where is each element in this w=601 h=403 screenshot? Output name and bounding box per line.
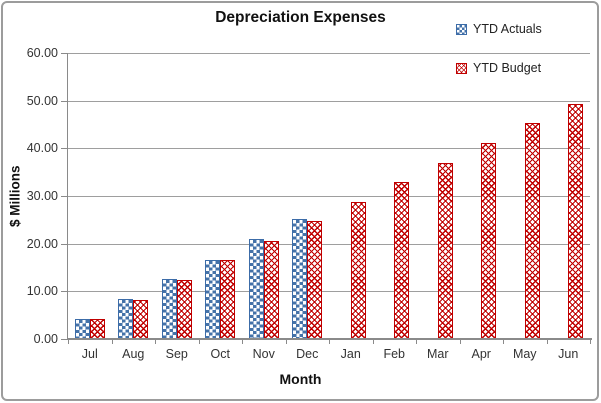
gridline-10 xyxy=(68,291,590,293)
gridline-30 xyxy=(68,196,590,197)
x-tick-5 xyxy=(285,339,287,344)
x-tick-label-jun: Jun xyxy=(558,347,579,361)
y-tick-30.00 xyxy=(61,196,67,197)
x-tick-10 xyxy=(503,339,504,344)
legend-item-ytd-actuals: YTD Actuals xyxy=(456,22,542,36)
x-tick-label-aug: Aug xyxy=(122,347,145,361)
bar-budget-apr xyxy=(481,142,497,339)
ytd-actuals-swatch-icon xyxy=(456,23,467,35)
y-axis-line xyxy=(66,53,68,340)
y-tick-label-50.00: 50.00 xyxy=(26,93,58,108)
x-tick-0 xyxy=(68,339,69,344)
x-tick-7 xyxy=(372,339,374,344)
x-tick-3 xyxy=(198,339,200,344)
y-tick-40.00 xyxy=(61,148,67,150)
bar-budget-feb xyxy=(394,182,410,339)
legend-label-ytd-budget: YTD Budget xyxy=(473,61,542,75)
y-tick-50.00 xyxy=(61,100,67,102)
y-tick-20.00 xyxy=(61,243,67,245)
gridline-60 xyxy=(68,53,590,54)
legend-item-ytd-budget: YTD Budget xyxy=(456,61,541,75)
x-tick-label-jul: Jul xyxy=(81,347,98,361)
x-tick-12 xyxy=(590,339,591,344)
x-tick-label-feb: Feb xyxy=(383,347,406,361)
ytd-budget-swatch-icon xyxy=(456,62,467,74)
bar-actuals-oct xyxy=(205,259,221,339)
bar-budget-mar xyxy=(437,162,453,339)
chart-title: Depreciation Expenses xyxy=(215,9,386,26)
y-tick-label-20.00: 20.00 xyxy=(26,236,58,251)
legend-label-ytd-actuals: YTD Actuals xyxy=(473,22,542,36)
y-tick-10.00 xyxy=(61,291,67,293)
plot-area xyxy=(68,53,590,339)
bar-budget-jan xyxy=(350,201,366,339)
y-tick-label-0.00: 0.00 xyxy=(33,332,58,346)
bar-budget-jul xyxy=(89,319,105,339)
y-tick-label-60.00: 60.00 xyxy=(26,46,58,60)
y-tick-label-40.00: 40.00 xyxy=(26,141,58,156)
bar-budget-dec xyxy=(307,221,323,339)
bar-actuals-sep xyxy=(161,279,177,339)
x-tick-label-dec: Dec xyxy=(296,347,319,361)
bar-budget-may xyxy=(524,123,540,339)
gridline-20 xyxy=(68,243,590,245)
bar-budget-aug xyxy=(133,299,149,339)
bar-actuals-jul xyxy=(74,318,90,339)
x-axis-title: Month xyxy=(279,371,322,387)
x-tick-label-apr: Apr xyxy=(471,347,491,361)
bar-actuals-aug xyxy=(118,298,134,339)
bar-budget-sep xyxy=(176,280,192,339)
x-tick-4 xyxy=(242,339,243,344)
bar-budget-oct xyxy=(220,260,236,339)
y-tick-label-30.00: 30.00 xyxy=(26,189,58,203)
x-tick-9 xyxy=(459,339,461,344)
y-tick-label-10.00: 10.00 xyxy=(26,284,58,299)
x-axis-line xyxy=(66,338,592,340)
x-tick-1 xyxy=(111,339,113,344)
y-tick-60.00 xyxy=(61,53,67,54)
bar-budget-nov xyxy=(263,240,279,339)
x-tick-8 xyxy=(416,339,417,344)
x-tick-6 xyxy=(329,339,330,344)
x-tick-label-nov: Nov xyxy=(252,347,275,361)
bar-actuals-nov xyxy=(248,239,264,339)
x-tick-label-may: May xyxy=(512,347,537,361)
x-tick-label-oct: Oct xyxy=(210,347,230,361)
y-tick-0.00 xyxy=(61,339,67,340)
gridline-40 xyxy=(68,148,590,150)
x-tick-label-mar: Mar xyxy=(426,347,449,361)
x-tick-label-jan: Jan xyxy=(340,347,361,361)
bar-budget-jun xyxy=(568,103,584,339)
x-tick-11 xyxy=(546,339,548,344)
gridline-50 xyxy=(68,100,590,102)
x-tick-label-sep: Sep xyxy=(165,347,188,361)
x-tick-2 xyxy=(155,339,156,344)
bar-actuals-dec xyxy=(292,219,308,339)
